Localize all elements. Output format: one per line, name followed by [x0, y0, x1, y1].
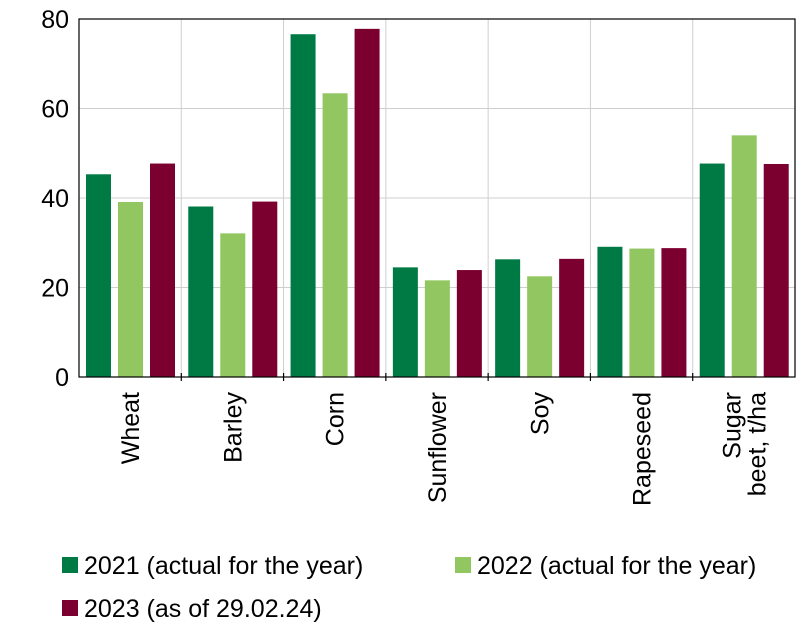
- x-tick-label: Wheat: [117, 392, 145, 464]
- x-tick-label: beet, t/ha: [743, 392, 771, 496]
- bar: [629, 248, 655, 377]
- x-tick-label: Sugar: [718, 392, 746, 459]
- y-tick-label: 0: [55, 364, 69, 392]
- bar: [322, 93, 348, 377]
- bar-chart: 0 20 40 60 80 Wheat Barley Corn Sunflower Soy Rap…: [41, 6, 796, 506]
- bar: [118, 202, 143, 377]
- y-tick-label: 20: [41, 275, 69, 303]
- legend-swatch-2021: [62, 557, 78, 573]
- x-tick-label: Corn: [322, 392, 350, 446]
- bar: [731, 135, 757, 377]
- bar: [424, 280, 450, 377]
- x-tick-labels: Wheat Barley Corn Sunflower Soy Rapeseed Sugar…: [117, 392, 771, 506]
- x-tick-label: Sunflower: [424, 392, 452, 503]
- legend-item-2023: 2023 (as of 29.02.24): [62, 594, 322, 624]
- bar: [220, 233, 246, 377]
- legend-item-2021: 2021 (actual for the year): [62, 551, 363, 581]
- legend-item-2022: 2022 (actual for the year): [455, 551, 756, 581]
- x-tick-label: Barley: [219, 392, 247, 463]
- bar: [392, 267, 418, 377]
- bar: [699, 163, 725, 377]
- bar: [495, 259, 521, 377]
- bar: [188, 206, 214, 377]
- x-tick-label: Soy: [526, 392, 554, 436]
- legend-label-2022: 2022 (actual for the year): [477, 552, 757, 580]
- y-tick-label: 40: [41, 185, 69, 213]
- y-tick-labels: 0 20 40 60 80: [41, 6, 69, 392]
- legend-label-2021: 2021 (actual for the year): [84, 552, 364, 580]
- bar: [290, 34, 316, 378]
- y-tick-label: 60: [41, 96, 69, 124]
- bars-group: [86, 28, 789, 378]
- x-tick-label: Rapeseed: [629, 392, 657, 506]
- bar: [86, 174, 111, 377]
- bar: [661, 248, 687, 377]
- bar: [559, 258, 585, 377]
- bar: [763, 163, 789, 377]
- bar: [597, 246, 623, 377]
- y-tick-label: 80: [41, 6, 69, 34]
- plot-frame: [78, 18, 796, 378]
- bar: [150, 163, 175, 377]
- axes: [78, 18, 796, 381]
- legend-label-2023: 2023 (as of 29.02.24): [84, 595, 322, 623]
- bar: [354, 28, 380, 377]
- legend-swatch-2023: [62, 600, 78, 616]
- legend-swatch-2022: [455, 557, 471, 573]
- bar: [252, 201, 278, 377]
- bar: [527, 276, 553, 377]
- bar: [456, 270, 482, 377]
